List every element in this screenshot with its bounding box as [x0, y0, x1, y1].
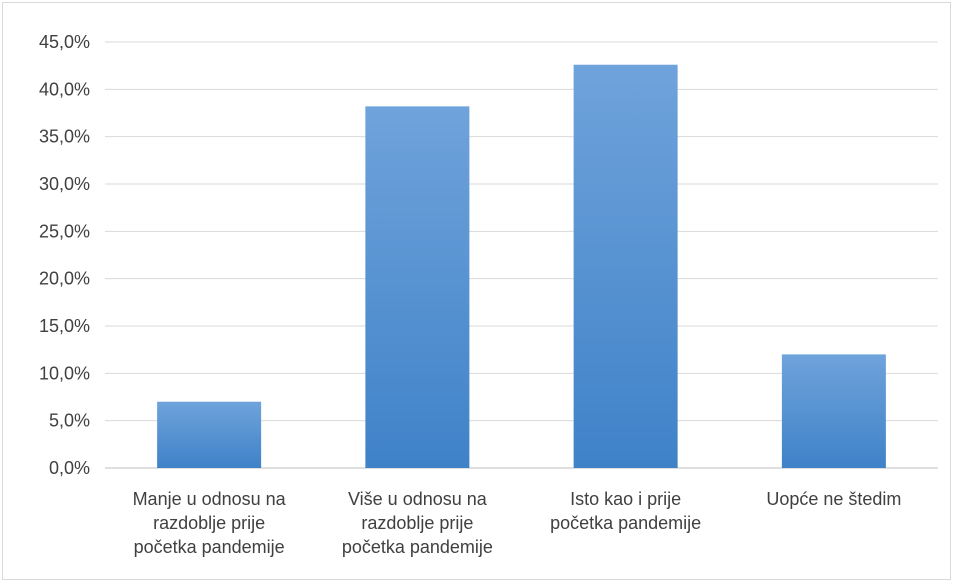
- y-tick-label: 35,0%: [39, 127, 90, 147]
- y-tick-label: 5,0%: [49, 411, 90, 431]
- x-category-label-line: razdoblje prije: [361, 513, 473, 533]
- x-category-label-line: Manje u odnosu na: [133, 489, 287, 509]
- x-axis-category-labels: Manje u odnosu na razdoblje prije početka …: [133, 489, 902, 557]
- x-category-label-line: početka pandemije: [342, 537, 493, 557]
- y-tick-label: 10,0%: [39, 363, 90, 383]
- bar: [781, 354, 886, 468]
- y-tick-label: 15,0%: [39, 316, 90, 336]
- bar: [573, 64, 678, 468]
- x-category-label-line: razdoblje prije: [153, 513, 265, 533]
- y-axis-tick-labels: 0,0% 5,0% 10,0% 15,0% 20,0% 25,0% 30,0% 35,0% 40…: [39, 32, 90, 478]
- y-tick-label: 0,0%: [49, 458, 90, 478]
- y-tick-label: 40,0%: [39, 79, 90, 99]
- y-tick-label: 25,0%: [39, 221, 90, 241]
- x-category-label-line: početka pandemije: [550, 513, 701, 533]
- x-category-label-line: početka pandemije: [134, 537, 285, 557]
- bar: [157, 401, 262, 468]
- x-category-label: Uopće ne štedim: [766, 489, 901, 509]
- y-tick-label: 20,0%: [39, 269, 90, 289]
- x-category-label-line: Isto kao i prije: [570, 489, 681, 509]
- y-tick-label: 45,0%: [39, 32, 90, 52]
- x-category-label: Manje u odnosu na razdoblje prije početka …: [133, 489, 287, 557]
- bar: [365, 106, 470, 468]
- x-category-label: Više u odnosu na razdoblje prije početka p…: [342, 489, 493, 557]
- x-category-label-line: Uopće ne štedim: [766, 489, 901, 509]
- bars: [157, 64, 886, 468]
- y-tick-label: 30,0%: [39, 174, 90, 194]
- x-category-label-line: Više u odnosu na: [348, 489, 488, 509]
- x-category-label: Isto kao i prije početka pandemije: [550, 489, 701, 533]
